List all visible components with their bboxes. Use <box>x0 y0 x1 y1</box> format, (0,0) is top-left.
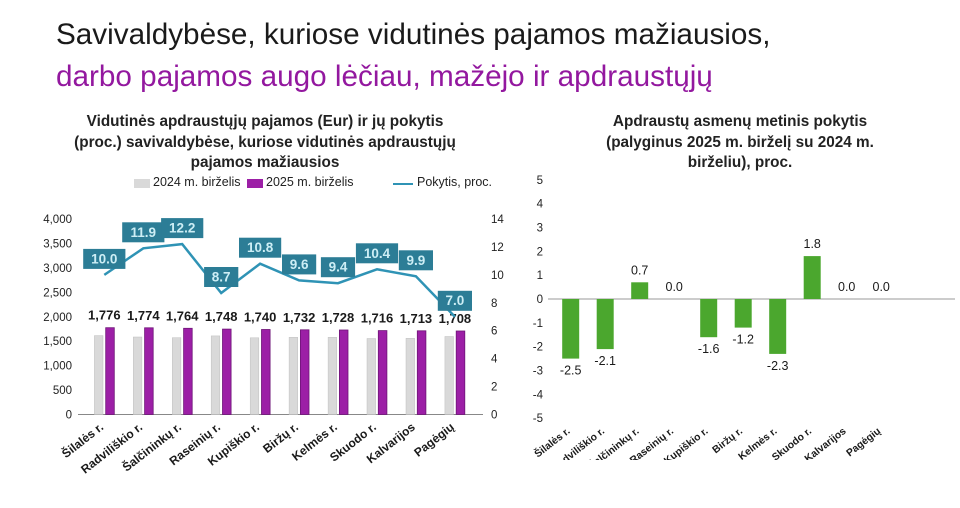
svg-text:-1.6: -1.6 <box>698 342 720 356</box>
svg-text:3,500: 3,500 <box>43 238 72 250</box>
svg-text:-1: -1 <box>533 318 543 330</box>
svg-text:-5: -5 <box>533 413 543 425</box>
svg-text:-4: -4 <box>533 389 544 401</box>
svg-text:-2.5: -2.5 <box>560 364 582 378</box>
svg-text:1,764: 1,764 <box>166 308 199 323</box>
svg-text:3: 3 <box>537 222 543 234</box>
svg-text:0.0: 0.0 <box>873 280 890 294</box>
svg-text:12.2: 12.2 <box>169 221 195 236</box>
svg-text:-2.1: -2.1 <box>594 354 616 368</box>
svg-text:10.0: 10.0 <box>91 251 117 266</box>
svg-text:0.0: 0.0 <box>838 280 855 294</box>
svg-text:0: 0 <box>537 294 543 306</box>
svg-text:1,740: 1,740 <box>244 310 277 325</box>
svg-text:Pagėgių: Pagėgių <box>845 426 883 459</box>
svg-text:1,774: 1,774 <box>127 308 160 323</box>
svg-text:-2: -2 <box>533 342 543 354</box>
svg-text:10.8: 10.8 <box>247 240 274 255</box>
svg-text:9.6: 9.6 <box>290 257 309 272</box>
svg-text:0: 0 <box>66 410 72 422</box>
svg-text:1,708: 1,708 <box>439 311 472 326</box>
svg-text:1,732: 1,732 <box>283 310 316 325</box>
svg-text:9.9: 9.9 <box>407 253 426 268</box>
svg-text:-1.2: -1.2 <box>732 333 754 347</box>
svg-text:1,728: 1,728 <box>322 310 355 325</box>
svg-text:2,500: 2,500 <box>43 287 72 299</box>
svg-text:8.7: 8.7 <box>212 270 231 285</box>
svg-text:3,000: 3,000 <box>43 263 72 275</box>
svg-text:2,000: 2,000 <box>43 312 72 324</box>
svg-text:-2.3: -2.3 <box>767 359 789 373</box>
svg-text:10.4: 10.4 <box>364 246 391 261</box>
svg-text:7.0: 7.0 <box>446 293 465 308</box>
svg-text:5: 5 <box>537 175 543 187</box>
svg-text:1.8: 1.8 <box>804 237 821 251</box>
svg-text:1: 1 <box>537 270 543 282</box>
svg-text:1,713: 1,713 <box>400 311 433 326</box>
svg-text:Pagėgių: Pagėgių <box>411 420 456 460</box>
svg-text:1,000: 1,000 <box>43 361 72 373</box>
svg-text:4: 4 <box>537 199 544 211</box>
svg-text:1,500: 1,500 <box>43 336 72 348</box>
svg-text:11.9: 11.9 <box>131 225 157 240</box>
svg-text:0.7: 0.7 <box>631 263 648 277</box>
svg-text:1,776: 1,776 <box>88 308 121 323</box>
svg-text:500: 500 <box>53 385 72 397</box>
svg-text:4,000: 4,000 <box>43 214 72 226</box>
svg-text:-3: -3 <box>533 366 543 378</box>
svg-text:2: 2 <box>537 246 543 258</box>
svg-text:1,716: 1,716 <box>361 311 394 326</box>
svg-text:1,748: 1,748 <box>205 309 238 324</box>
svg-text:0.0: 0.0 <box>666 280 683 294</box>
svg-text:9.4: 9.4 <box>329 260 348 275</box>
